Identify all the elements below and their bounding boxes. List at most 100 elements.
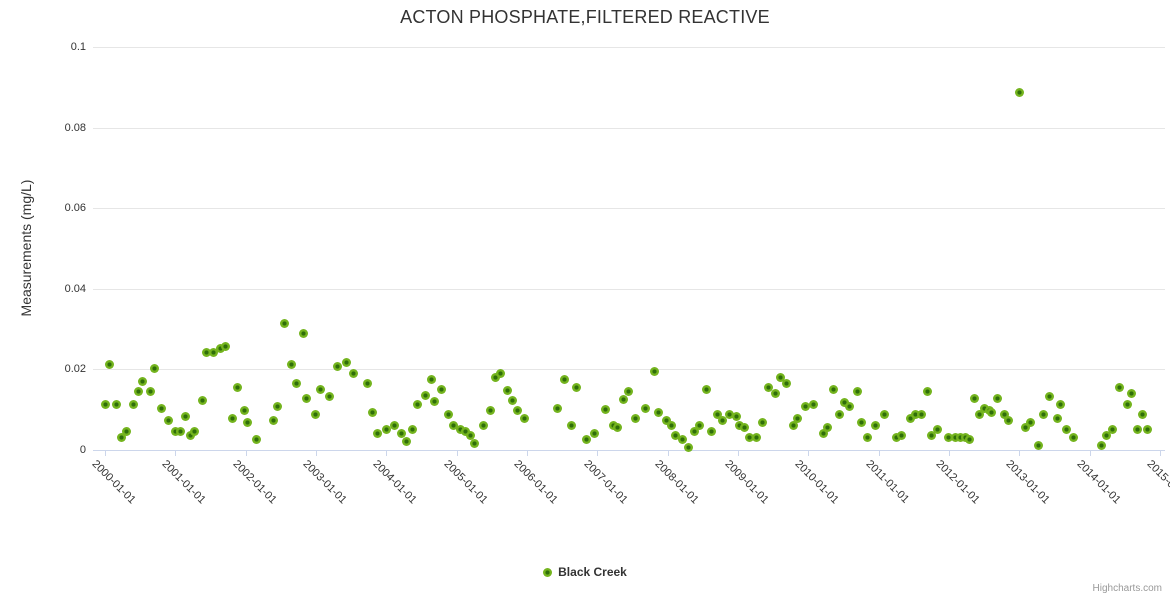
data-point[interactable]	[566, 421, 576, 431]
data-point[interactable]	[950, 433, 960, 443]
data-point[interactable]	[362, 378, 372, 388]
data-point[interactable]	[758, 418, 768, 428]
data-point[interactable]	[233, 383, 243, 393]
data-point[interactable]	[1026, 418, 1036, 428]
data-point[interactable]	[478, 420, 488, 430]
data-point[interactable]	[465, 430, 475, 440]
data-point[interactable]	[291, 378, 301, 388]
data-point[interactable]	[243, 418, 253, 428]
data-point[interactable]	[856, 417, 866, 427]
data-point[interactable]	[694, 421, 704, 431]
data-point[interactable]	[744, 432, 754, 442]
data-point[interactable]	[269, 416, 279, 426]
data-point[interactable]	[800, 401, 810, 411]
data-point[interactable]	[717, 416, 727, 426]
data-point[interactable]	[252, 434, 262, 444]
data-point[interactable]	[134, 387, 144, 397]
data-point[interactable]	[1003, 415, 1013, 425]
data-point[interactable]	[661, 415, 671, 425]
data-point[interactable]	[324, 392, 334, 402]
data-point[interactable]	[713, 410, 723, 420]
data-point[interactable]	[302, 394, 312, 404]
data-point[interactable]	[706, 427, 716, 437]
data-point[interactable]	[157, 403, 167, 413]
data-point[interactable]	[490, 372, 500, 382]
data-point[interactable]	[666, 420, 676, 430]
data-point[interactable]	[1052, 413, 1062, 423]
data-point[interactable]	[789, 420, 799, 430]
data-point[interactable]	[502, 386, 512, 396]
data-point[interactable]	[839, 397, 849, 407]
data-point[interactable]	[286, 360, 296, 370]
data-point[interactable]	[227, 414, 237, 424]
data-point[interactable]	[853, 386, 863, 396]
data-point[interactable]	[987, 407, 997, 417]
data-point[interactable]	[1068, 432, 1078, 442]
data-point[interactable]	[834, 409, 844, 419]
data-point[interactable]	[725, 410, 735, 420]
data-point[interactable]	[368, 408, 378, 418]
data-point[interactable]	[298, 328, 308, 338]
data-point[interactable]	[396, 428, 406, 438]
data-point[interactable]	[683, 443, 693, 453]
data-point[interactable]	[964, 434, 974, 444]
data-point[interactable]	[739, 423, 749, 433]
data-point[interactable]	[1137, 409, 1147, 419]
data-point[interactable]	[689, 427, 699, 437]
data-point[interactable]	[922, 386, 932, 396]
data-point[interactable]	[175, 427, 185, 437]
data-point[interactable]	[770, 388, 780, 398]
data-point[interactable]	[342, 358, 352, 368]
data-point[interactable]	[145, 387, 155, 397]
data-point[interactable]	[926, 431, 936, 441]
data-point[interactable]	[734, 420, 744, 430]
data-point[interactable]	[944, 433, 954, 443]
data-point[interactable]	[520, 414, 530, 424]
data-point[interactable]	[272, 401, 282, 411]
data-point[interactable]	[572, 382, 582, 392]
data-point[interactable]	[449, 420, 459, 430]
data-point[interactable]	[1097, 440, 1107, 450]
data-point[interactable]	[1107, 424, 1117, 434]
data-point[interactable]	[910, 410, 920, 420]
data-point[interactable]	[163, 415, 173, 425]
data-point[interactable]	[407, 424, 417, 434]
data-point[interactable]	[792, 414, 802, 424]
data-point[interactable]	[1045, 392, 1055, 402]
data-point[interactable]	[437, 385, 447, 395]
highcharts-credits-link[interactable]: Highcharts.com	[1092, 583, 1162, 594]
data-point[interactable]	[891, 433, 901, 443]
data-point[interactable]	[208, 348, 218, 358]
data-point[interactable]	[581, 434, 591, 444]
data-point[interactable]	[775, 373, 785, 383]
data-point[interactable]	[623, 387, 633, 397]
data-point[interactable]	[905, 414, 915, 424]
data-point[interactable]	[111, 400, 121, 410]
data-point[interactable]	[485, 406, 495, 416]
data-point[interactable]	[653, 407, 663, 417]
data-point[interactable]	[220, 341, 230, 351]
data-point[interactable]	[701, 384, 711, 394]
data-point[interactable]	[618, 394, 628, 404]
data-point[interactable]	[844, 402, 854, 412]
data-point[interactable]	[420, 391, 430, 401]
data-point[interactable]	[180, 411, 190, 421]
data-point[interactable]	[1015, 87, 1025, 97]
data-point[interactable]	[1000, 410, 1010, 420]
data-point[interactable]	[100, 400, 110, 410]
data-point[interactable]	[1038, 410, 1048, 420]
data-point[interactable]	[310, 410, 320, 420]
data-point[interactable]	[401, 437, 411, 447]
data-point[interactable]	[389, 421, 399, 431]
data-point[interactable]	[781, 378, 791, 388]
data-point[interactable]	[189, 427, 199, 437]
data-point[interactable]	[198, 395, 208, 405]
data-point[interactable]	[1055, 400, 1065, 410]
data-point[interactable]	[670, 430, 680, 440]
data-point[interactable]	[1126, 388, 1136, 398]
data-point[interactable]	[880, 410, 890, 420]
data-point[interactable]	[105, 359, 115, 369]
data-point[interactable]	[150, 363, 160, 373]
data-point[interactable]	[631, 414, 641, 424]
data-point[interactable]	[444, 410, 454, 420]
